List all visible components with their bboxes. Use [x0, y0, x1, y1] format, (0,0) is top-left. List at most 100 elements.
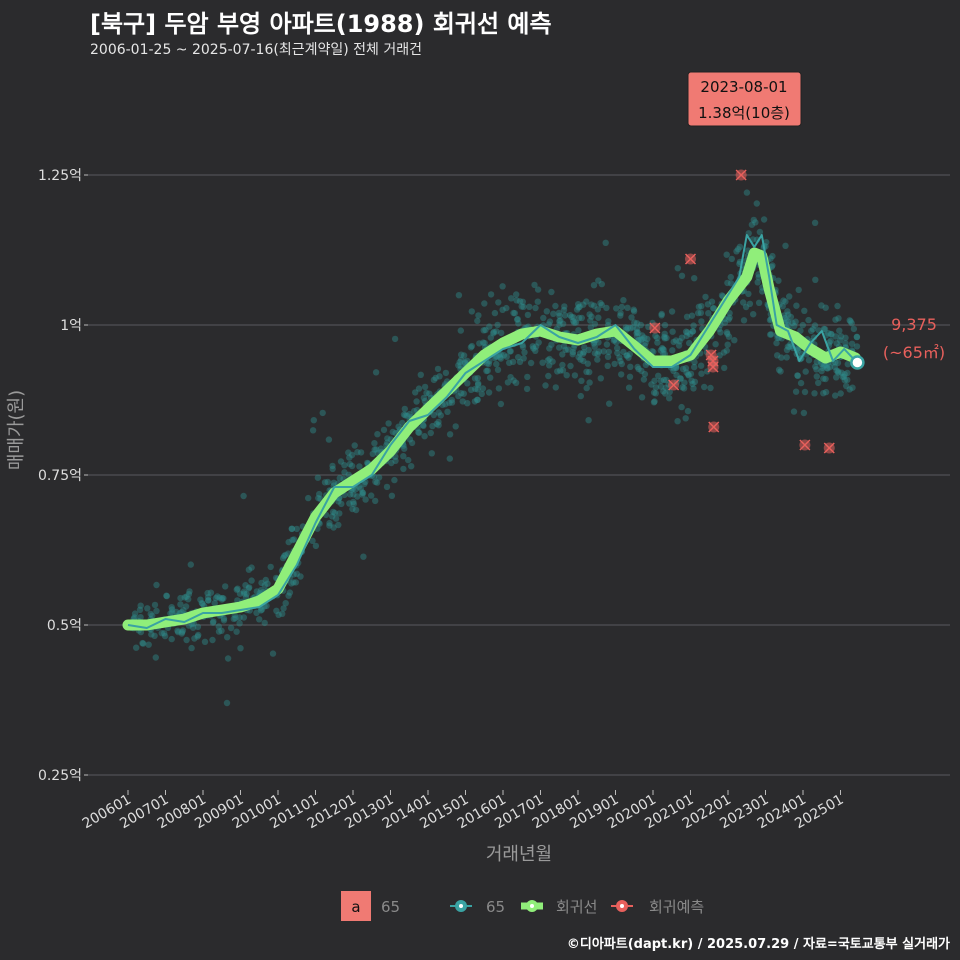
scatter-point: [839, 373, 846, 380]
scatter-point: [704, 301, 712, 308]
scatter-point: [752, 219, 759, 226]
scatter-point: [775, 366, 783, 373]
scatter-point: [546, 318, 554, 325]
scatter-point: [351, 442, 358, 449]
scatter-point: [388, 492, 396, 499]
legend-key-box: [341, 891, 371, 921]
scatter-point: [822, 375, 829, 383]
last-point-marker: [850, 355, 865, 370]
scatter-point: [373, 446, 380, 453]
scatter-point: [624, 304, 631, 311]
scatter-point: [481, 300, 488, 307]
scatter-point: [580, 357, 587, 365]
scatter-point: [583, 384, 590, 392]
scatter-point: [809, 325, 817, 333]
scatter-point: [630, 306, 637, 313]
scatter-point: [662, 384, 669, 391]
scatter-point: [723, 329, 731, 336]
scatter-point: [475, 380, 482, 387]
scatter-point: [688, 377, 695, 384]
scatter-point: [837, 390, 844, 397]
scatter-point: [823, 362, 830, 369]
scatter-point: [446, 431, 454, 438]
scatter-point: [197, 596, 204, 603]
scatter-point: [569, 351, 576, 358]
scatter-point: [205, 597, 212, 604]
scatter-point: [733, 248, 740, 255]
scatter-point: [391, 335, 399, 343]
scatter-point: [338, 500, 345, 508]
scatter-point: [827, 337, 834, 344]
scatter-point: [822, 388, 830, 396]
scatter-point: [345, 449, 352, 456]
scatter-point: [850, 325, 858, 333]
scatter-point: [207, 589, 215, 596]
scatter-point: [518, 303, 525, 310]
scatter-point: [585, 346, 592, 354]
scatter-point: [548, 341, 555, 348]
scatter-point: [417, 371, 424, 378]
scatter-point: [403, 412, 411, 419]
scatter-point: [614, 345, 621, 352]
scatter-point: [402, 412, 409, 419]
scatter-point: [493, 360, 500, 368]
scatter-point: [587, 317, 594, 324]
scatter-point: [335, 521, 342, 529]
scatter-point: [282, 600, 289, 607]
regression-curve: [122, 247, 861, 631]
scatter-point: [497, 355, 504, 362]
scatter-point: [315, 494, 322, 502]
scatter-point: [561, 303, 568, 310]
scatter-point: [600, 348, 607, 355]
scatter-point: [421, 383, 429, 391]
scatter-point: [292, 579, 300, 586]
scatter-point: [357, 449, 365, 456]
scatter-point: [401, 445, 408, 452]
scatter-point: [586, 379, 593, 386]
scatter-point: [460, 390, 467, 397]
scatter-point: [712, 341, 719, 348]
scatter-point: [256, 616, 263, 623]
scatter-point: [682, 415, 689, 422]
scatter-point: [569, 348, 577, 356]
scatter-point: [585, 417, 592, 424]
scatter-point: [745, 290, 752, 298]
scatter-point: [635, 365, 642, 373]
scatter-point: [760, 216, 768, 223]
scatter-point: [595, 339, 602, 346]
scatter-point: [792, 318, 799, 325]
grid-lines: [88, 174, 950, 776]
scatter-point: [325, 436, 333, 443]
scatter-point: [820, 362, 827, 369]
scatter-point: [329, 508, 337, 516]
scatter-point: [232, 615, 239, 622]
legend-item-regression-dot-center: [530, 904, 534, 908]
scatter-point: [659, 344, 666, 352]
scatter-point: [446, 455, 453, 462]
scatter-point: [698, 318, 705, 325]
scatter-point: [690, 322, 697, 329]
scatter-point: [391, 476, 398, 484]
scatter-point: [216, 594, 223, 601]
scatter-point: [248, 577, 255, 584]
scatter-point: [430, 411, 437, 419]
scatter-point: [705, 310, 712, 317]
scatter-point: [650, 399, 658, 406]
scatter-point: [371, 440, 378, 447]
scatter-point: [415, 385, 423, 392]
scatter-point: [740, 299, 747, 306]
scatter-point: [195, 631, 202, 639]
scatter-point: [626, 350, 633, 358]
scatter-point: [793, 302, 800, 309]
scatter-point: [835, 368, 842, 375]
scatter-point: [224, 655, 232, 662]
scatter-point: [220, 617, 228, 624]
scatter-point: [755, 274, 762, 281]
scatter-point: [359, 491, 366, 498]
scatter-point: [497, 354, 504, 361]
legend-item-regression-label: 회귀선: [556, 898, 597, 916]
scatter-point: [782, 298, 789, 305]
scatter-point: [444, 408, 451, 415]
scatter-point: [826, 364, 833, 371]
scatter-point: [183, 593, 190, 600]
